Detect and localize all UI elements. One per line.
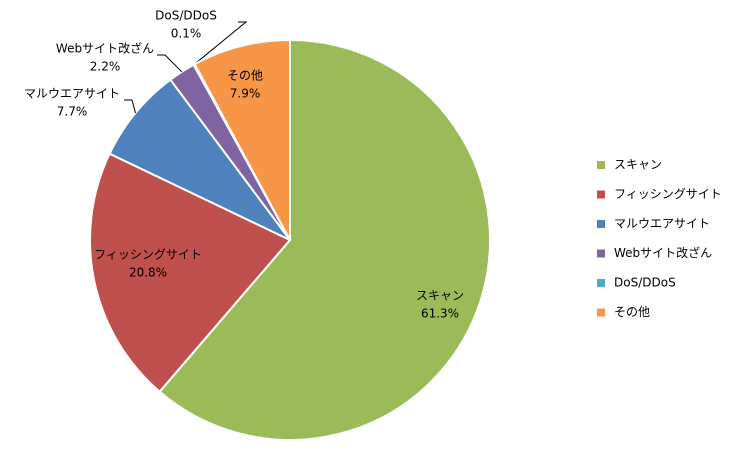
legend-label: DoS/DDoS [614, 276, 676, 290]
data-label-name: DoS/DDoS [155, 9, 217, 23]
pie-slice [158, 38, 491, 441]
data-label-name: その他 [227, 69, 263, 83]
legend-swatch [597, 249, 605, 258]
data-label-value: 7.7% [57, 105, 88, 119]
pie-slice [108, 78, 291, 241]
data-label-name: フィッシングサイト [94, 248, 202, 262]
data-label-name: マルウエアサイト [24, 87, 120, 101]
legend-swatch [597, 308, 605, 317]
leader-line [193, 21, 248, 65]
legend-swatch [597, 279, 605, 287]
leader-line [157, 54, 183, 73]
data-label-value: 2.2% [90, 60, 121, 74]
pie-slice [89, 152, 292, 394]
data-label-value: 0.1% [171, 27, 202, 41]
legend-swatch [597, 220, 605, 228]
data-label-name: スキャン [416, 289, 464, 303]
leader-line [124, 99, 136, 114]
legend-swatch [597, 161, 605, 169]
data-label-value: 7.9% [230, 87, 261, 101]
pie-slice [193, 38, 291, 241]
legend-label: フィッシングサイト [614, 187, 722, 201]
data-label-value: 20.8% [129, 266, 167, 280]
data-label-name: Webサイト改ざん [56, 41, 154, 56]
legend-label: マルウエアサイト [614, 217, 710, 231]
legend-label: スキャン [614, 158, 662, 172]
legend-label: その他 [614, 305, 650, 319]
data-label-value: 61.3% [421, 307, 459, 321]
legend-swatch [597, 190, 605, 199]
legend-label: Webサイト改ざん [614, 245, 712, 260]
